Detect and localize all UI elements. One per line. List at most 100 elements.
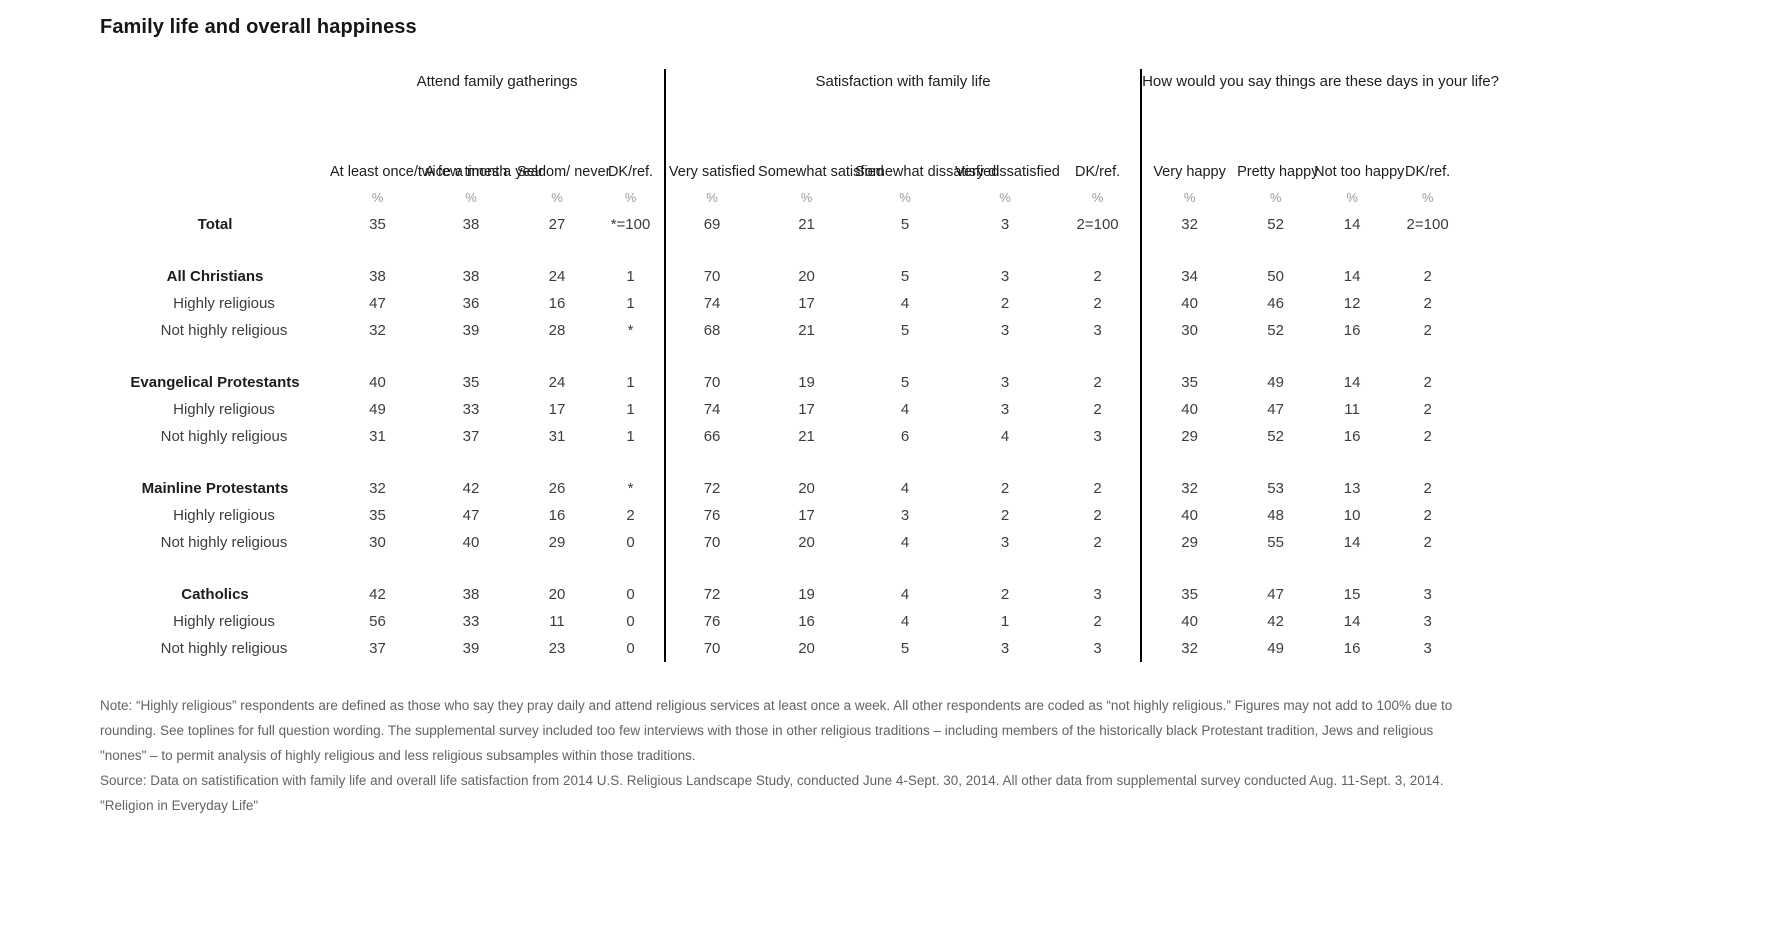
data-cell: 17 xyxy=(798,295,815,312)
data-cell: 52 xyxy=(1267,428,1284,445)
data-cell: 3 xyxy=(1423,640,1432,657)
data-table: Attend family gatherings Satisfaction wit… xyxy=(100,69,1499,662)
data-cell: 70 xyxy=(664,529,759,556)
data-cell: 16 xyxy=(548,295,566,312)
column-header: Not too happy xyxy=(1314,164,1405,180)
data-cell: 1 xyxy=(626,428,635,445)
data-cell: 0 xyxy=(626,613,635,630)
unit-cell: % xyxy=(800,189,813,205)
data-cell: 21 xyxy=(798,322,815,339)
data-cell: 31 xyxy=(369,428,386,445)
spacer-cell xyxy=(1390,556,1465,581)
data-cell: 37 xyxy=(462,428,480,445)
spacer-cell xyxy=(517,344,597,369)
spacer-cell xyxy=(855,344,955,369)
data-cell: 53 xyxy=(1267,480,1284,497)
spacer-cell xyxy=(597,344,665,369)
data-cell: 21 xyxy=(798,428,815,445)
data-cell: 3 xyxy=(900,507,910,524)
data-cell: 13 xyxy=(1343,480,1361,497)
data-cell: 49 xyxy=(1267,640,1284,657)
data-cell: 30 xyxy=(1140,317,1238,344)
data-cell: 38 xyxy=(462,586,480,603)
unit-row: %%%%%%%%%%%%% xyxy=(100,183,1465,211)
data-cell: 35 xyxy=(462,374,480,391)
data-cell: 5 xyxy=(900,640,910,657)
spacer-cell xyxy=(955,450,1055,475)
data-cell: 40 xyxy=(369,374,386,391)
data-cell: 32 xyxy=(1140,211,1238,238)
spacer-cell xyxy=(1237,238,1314,263)
column-header: Very satisfied xyxy=(664,121,759,183)
data-cell: 0 xyxy=(626,586,635,603)
data-cell: 2 xyxy=(1423,401,1432,418)
spacer-cell xyxy=(1140,344,1238,369)
data-cell: 34 xyxy=(1140,263,1238,290)
data-cell: 26 xyxy=(548,480,566,497)
data-cell: 4 xyxy=(1000,428,1010,445)
data-cell: 40 xyxy=(462,534,480,551)
spacer-row xyxy=(100,450,1465,475)
data-cell: 28 xyxy=(548,322,566,339)
spacer-cell xyxy=(855,450,955,475)
data-cell: 70 xyxy=(664,635,759,662)
column-header: At least once/twice a month xyxy=(330,164,508,180)
table-row: Not highly religious 30 40 29 0 70 20 4 3 2 29 55 14… xyxy=(100,529,1465,556)
unit-cell: % xyxy=(1140,183,1238,211)
data-cell: 68 xyxy=(664,317,759,344)
data-cell: 70 xyxy=(664,369,759,396)
data-cell: 2 xyxy=(1423,534,1432,551)
data-cell: 20 xyxy=(798,640,815,657)
group-header: Attend family gatherings xyxy=(416,73,578,90)
row-label xyxy=(100,450,330,475)
data-cell: 24 xyxy=(548,268,566,285)
data-cell: 6 xyxy=(900,428,910,445)
column-header: DK/ref. xyxy=(1405,164,1451,180)
data-cell: 38 xyxy=(462,216,480,233)
column-header: DK/ref. xyxy=(1075,164,1121,180)
data-cell: 49 xyxy=(369,401,386,418)
data-cell: 42 xyxy=(1267,613,1284,630)
data-cell: 24 xyxy=(548,374,566,391)
spacer-cell xyxy=(1314,556,1390,581)
table-row: Not highly religious 32 39 28 * 68 21 5 3 3 30 52 16… xyxy=(100,317,1465,344)
data-cell: 20 xyxy=(548,586,566,603)
spacer-cell xyxy=(330,344,425,369)
data-cell: 1 xyxy=(1000,613,1010,630)
data-cell: 35 xyxy=(1140,581,1238,608)
data-cell: 56 xyxy=(369,613,386,630)
data-cell: 16 xyxy=(548,507,566,524)
column-header-row: At least once/twice a month A few times a… xyxy=(100,121,1465,183)
data-cell: 29 xyxy=(1140,529,1238,556)
unit-cell: % xyxy=(1346,189,1358,205)
data-cell: 11 xyxy=(549,613,565,630)
data-cell: 14 xyxy=(1343,216,1361,233)
data-cell: 2 xyxy=(626,507,635,524)
data-cell: 3 xyxy=(1000,216,1010,233)
table-body: %%%%%%%%%%%%% Total 35 38 27 *=100 69 21 5 3 2=100… xyxy=(100,183,1465,662)
spacer-cell xyxy=(1314,450,1390,475)
spacer-cell xyxy=(425,238,517,263)
data-cell: 40 xyxy=(1140,502,1238,529)
spacer-cell xyxy=(1237,556,1314,581)
table-header: Attend family gatherings Satisfaction wit… xyxy=(100,69,1499,183)
data-cell: 35 xyxy=(369,216,386,233)
row-label: Highly religious xyxy=(173,401,275,418)
data-cell: 10 xyxy=(1343,507,1361,524)
data-cell: 16 xyxy=(1343,322,1361,339)
data-cell: 32 xyxy=(1140,475,1238,502)
group-header: How would you say things are these days … xyxy=(1140,69,1499,121)
spacer-cell xyxy=(1140,556,1238,581)
row-label: All Christians xyxy=(166,268,264,285)
spacer-cell xyxy=(425,556,517,581)
data-cell: 2 xyxy=(1423,322,1432,339)
column-header: A few times a year xyxy=(425,164,544,180)
data-cell: 2 xyxy=(1093,268,1102,285)
data-cell: 2 xyxy=(1000,295,1010,312)
column-header: Seldom/ never xyxy=(517,164,611,180)
spacer-cell xyxy=(517,238,597,263)
data-cell: 74 xyxy=(664,396,759,423)
data-cell: 0 xyxy=(626,534,635,551)
spacer-cell xyxy=(517,556,597,581)
row-label: Not highly religious xyxy=(160,534,288,551)
